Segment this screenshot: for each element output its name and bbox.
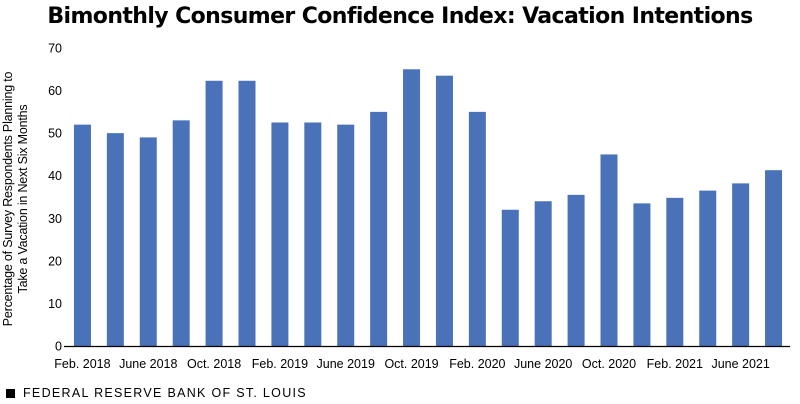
y-tick-label: 20 — [48, 254, 62, 268]
y-axis-title-line: Percentage of Survey Respondents Plannin… — [1, 71, 15, 326]
bar-june-2019 — [337, 124, 355, 346]
bar-june-2018 — [139, 137, 157, 346]
bar-oct-2018 — [205, 80, 223, 346]
x-tick-label: Feb. 2021 — [647, 357, 703, 371]
x-tick-label: Oct. 2018 — [187, 357, 241, 371]
bar-dec-2018 — [238, 80, 256, 346]
chart-title: Bimonthly Consumer Confidence Index: Vac… — [47, 4, 753, 29]
x-tick-label: June 2021 — [711, 357, 769, 371]
footer: FEDERAL RESERVE BANK OF ST. LOUIS — [6, 386, 307, 400]
bar-aug-2021 — [765, 170, 783, 346]
bar-aug-2020 — [567, 194, 585, 346]
bar-aug-2019 — [370, 111, 388, 346]
x-tick-label: June 2019 — [317, 357, 375, 371]
bar-feb-2021 — [666, 197, 684, 346]
bar-feb-2019 — [271, 122, 289, 346]
bar-oct-2020 — [600, 154, 618, 346]
x-tick-label: Oct. 2019 — [384, 357, 438, 371]
bar-apr-2020 — [501, 209, 519, 346]
bar-feb-2018 — [73, 124, 91, 346]
x-tick-label: June 2018 — [119, 357, 177, 371]
bar-chart: 0 10 20 30 40 50 60 70 Percentage of Survey Resp… — [1, 42, 790, 371]
bar-dec-2020 — [633, 203, 651, 346]
y-tick-label: 50 — [48, 127, 62, 141]
footer-square-icon — [6, 388, 15, 398]
x-tick-label: June 2020 — [514, 357, 572, 371]
y-axis-title: Percentage of Survey Respondents Plannin… — [1, 71, 30, 326]
bar-dec-2019 — [435, 75, 453, 347]
y-tick-label: 40 — [48, 169, 62, 183]
bar-apr-2018 — [106, 133, 124, 346]
x-tick-label: Feb. 2019 — [252, 357, 308, 371]
y-tick-label: 10 — [48, 297, 62, 311]
bar-apr-2021 — [699, 190, 717, 346]
bar-feb-2020 — [468, 111, 486, 346]
y-tick-label: 60 — [48, 84, 62, 98]
x-tick-label: Feb. 2018 — [54, 357, 110, 371]
bar-oct-2019 — [403, 69, 421, 346]
bar-apr-2019 — [304, 122, 322, 346]
bar-aug-2018 — [172, 120, 190, 347]
x-tick-label: Feb. 2020 — [449, 357, 505, 371]
y-tick-label: 70 — [48, 42, 62, 56]
x-tick-label: Oct. 2020 — [582, 357, 636, 371]
bar-june-2021 — [732, 183, 750, 346]
footer-source: FEDERAL RESERVE BANK OF ST. LOUIS — [23, 386, 307, 400]
y-tick-label: 30 — [48, 212, 62, 226]
bar-june-2020 — [534, 201, 552, 346]
y-axis-title-line: Take a Vacation in Next Six Months — [16, 105, 30, 294]
y-tick-label: 0 — [55, 340, 62, 354]
